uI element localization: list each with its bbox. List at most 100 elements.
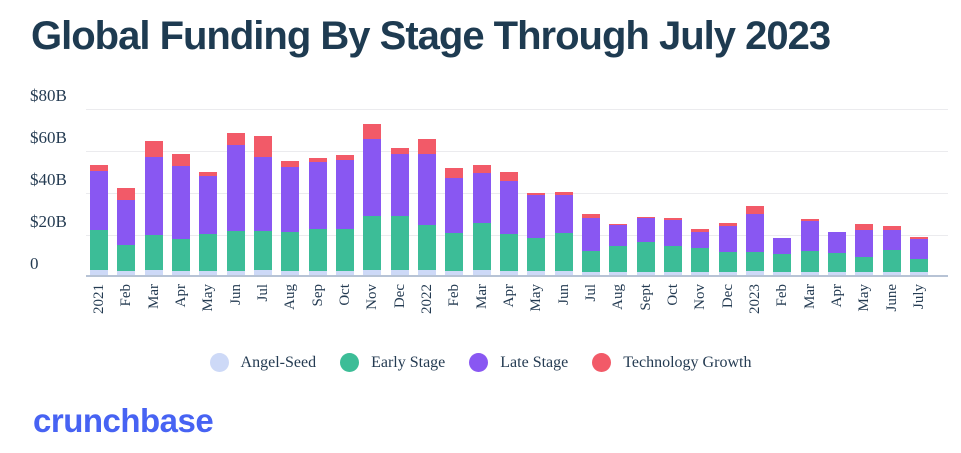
bar-oct-21[interactable] <box>663 218 682 275</box>
segment-angel-seed <box>663 271 682 275</box>
bar-aug-7[interactable] <box>281 160 300 275</box>
legend-label: Late Stage <box>500 353 569 371</box>
segment-early-stage <box>363 216 382 270</box>
legend-item-late-stage[interactable]: Late Stage <box>469 353 568 372</box>
x-tick-label: Apr <box>500 284 517 308</box>
segment-angel-seed <box>554 270 573 275</box>
bar-july-30[interactable] <box>909 237 928 275</box>
x-tick-label: June <box>883 284 900 312</box>
segment-early-stage <box>581 250 600 272</box>
x-tick-label: Mar <box>145 284 162 309</box>
x-tick-label: Feb <box>118 284 135 307</box>
segment-early-stage <box>827 252 846 272</box>
segment-angel-seed <box>117 270 136 275</box>
x-tick-label: Mar <box>801 284 818 309</box>
segment-late-stage <box>882 229 901 250</box>
bar-may-16[interactable] <box>527 193 546 275</box>
bar-feb-25[interactable] <box>773 238 792 275</box>
bar-apr-27[interactable] <box>827 231 846 275</box>
segment-early-stage <box>390 216 409 270</box>
segment-late-stage <box>144 157 163 236</box>
x-axis: 2021 Feb Mar Apr May Jun Jul Aug Sep Oct Nov Dec 202… <box>86 284 948 344</box>
x-tick-label: Oct <box>664 284 681 306</box>
bar-nov-22[interactable] <box>691 228 710 275</box>
segment-technology-growth <box>226 133 245 145</box>
x-tick-cell: Apr <box>172 284 190 344</box>
segment-late-stage <box>199 176 218 235</box>
bar-mar-14[interactable] <box>472 164 491 275</box>
segment-early-stage <box>90 229 108 270</box>
segment-late-stage <box>417 154 436 225</box>
segment-technology-growth <box>308 158 327 162</box>
bar-dec-11[interactable] <box>390 147 409 275</box>
segment-late-stage <box>636 218 655 243</box>
bar-sep-8[interactable] <box>308 158 327 275</box>
segment-technology-growth <box>390 147 409 155</box>
x-tick-cell: Nov <box>363 284 381 344</box>
segment-late-stage <box>335 159 354 229</box>
bar-feb-13[interactable] <box>445 167 464 275</box>
segment-angel-seed <box>335 270 354 275</box>
segment-angel-seed <box>472 269 491 275</box>
legend-item-early-stage[interactable]: Early Stage <box>340 353 445 372</box>
y-tick-label: 0 <box>30 254 39 273</box>
segment-early-stage <box>882 249 901 272</box>
x-tick-label: Oct <box>336 284 353 306</box>
bar-feb-1[interactable] <box>117 187 136 275</box>
segment-early-stage <box>499 234 518 271</box>
x-tick-label: Aug <box>282 284 299 310</box>
segment-technology-growth <box>472 164 491 174</box>
bar-jun-5[interactable] <box>226 133 245 275</box>
segment-angel-seed <box>855 271 874 275</box>
legend-dot-icon <box>469 353 489 372</box>
bar-apr-15[interactable] <box>499 172 518 275</box>
x-tick-label: May <box>528 284 545 312</box>
x-tick-cell: Aug <box>281 284 299 344</box>
bar-mar-2[interactable] <box>144 140 163 275</box>
bar-jun-17[interactable] <box>554 192 573 275</box>
bar-jul-18[interactable] <box>581 214 600 275</box>
segment-angel-seed <box>90 269 108 275</box>
x-tick-cell: Nov <box>691 284 709 344</box>
segment-technology-growth <box>144 140 163 158</box>
bar-may-4[interactable] <box>199 172 218 275</box>
legend-item-technology-growth[interactable]: Technology Growth <box>592 353 751 372</box>
bar-2021-0[interactable] <box>90 164 108 275</box>
segment-late-stage <box>363 138 382 217</box>
segment-early-stage <box>663 245 682 272</box>
bar-oct-9[interactable] <box>335 155 354 275</box>
segment-early-stage <box>718 251 737 272</box>
crunchbase-logo[interactable]: crunchbase <box>33 402 214 439</box>
bar-june-29[interactable] <box>882 225 901 275</box>
bar-dec-23[interactable] <box>718 222 737 275</box>
x-tick-label: July <box>910 284 927 310</box>
segment-technology-growth <box>609 223 628 225</box>
bar-sept-20[interactable] <box>636 217 655 275</box>
segment-late-stage <box>253 157 272 231</box>
segment-late-stage <box>472 173 491 223</box>
bar-apr-3[interactable] <box>171 154 190 275</box>
bar-2022-12[interactable] <box>417 138 436 275</box>
segment-technology-growth <box>909 237 928 240</box>
segment-technology-growth <box>718 222 737 226</box>
bar-aug-19[interactable] <box>609 223 628 275</box>
legend-dot-icon <box>340 353 360 372</box>
bar-nov-10[interactable] <box>363 123 382 275</box>
segment-angel-seed <box>226 270 245 275</box>
segment-early-stage <box>909 259 928 272</box>
segment-late-stage <box>827 231 846 253</box>
segment-angel-seed <box>800 271 819 275</box>
segment-angel-seed <box>199 270 218 275</box>
bar-jul-6[interactable] <box>253 136 272 275</box>
x-tick-cell: Jun <box>227 284 245 344</box>
segment-angel-seed <box>882 271 901 275</box>
bar-may-28[interactable] <box>855 223 874 275</box>
bar-mar-26[interactable] <box>800 219 819 275</box>
segment-technology-growth <box>581 214 600 219</box>
x-tick-label: Apr <box>828 284 845 308</box>
legend-item-angel-seed[interactable]: Angel-Seed <box>209 353 316 372</box>
segment-early-stage <box>226 230 245 271</box>
x-tick-cell: June <box>883 284 901 344</box>
segment-technology-growth <box>199 172 218 177</box>
bar-2023-24[interactable] <box>745 205 764 275</box>
